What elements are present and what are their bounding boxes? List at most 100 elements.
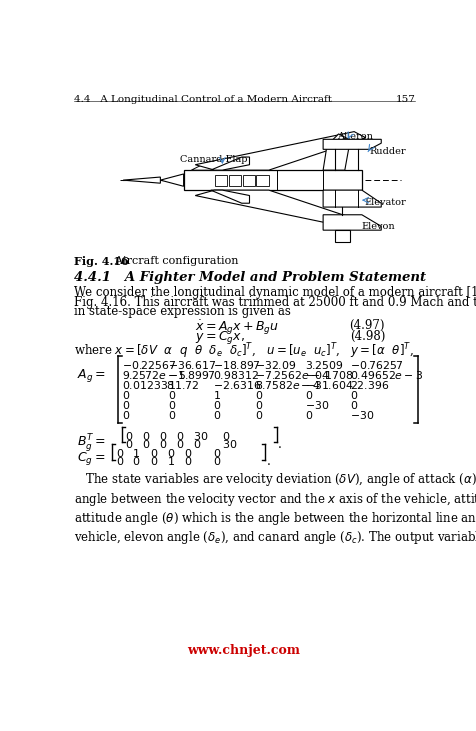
Text: 157: 157 [395,96,415,105]
Text: $0$: $0$ [125,430,134,442]
Text: $-32.09$: $-32.09$ [254,359,296,371]
Text: $y = C_g x,$: $y = C_g x,$ [195,330,245,346]
Text: $0$: $0$ [213,409,221,421]
Text: $9.2572e-5$: $9.2572e-5$ [121,368,186,381]
Polygon shape [123,177,160,183]
Text: $0$: $0$ [304,409,312,421]
Text: $0$: $0$ [192,438,201,450]
Text: $0$: $0$ [141,438,150,450]
Text: (4.98): (4.98) [349,330,384,343]
Text: .: . [278,438,281,451]
Text: $0.49652e-3$: $0.49652e-3$ [349,368,422,381]
Polygon shape [322,134,349,170]
Text: Aircraft configuration: Aircraft configuration [108,256,238,265]
Text: $0$: $0$ [222,430,230,442]
Text: $30$: $30$ [222,438,237,450]
Text: $-18.897$: $-18.897$ [213,359,260,371]
Text: $\dot{x} = A_g x + B_g u$: $\dot{x} = A_g x + B_g u$ [195,319,279,337]
Text: $0$: $0$ [159,430,167,442]
Text: Elevator: Elevator [364,198,405,207]
Text: where $x = [\delta V\ \ \alpha\ \ q\ \ \theta\ \ \delta_e\ \ \delta_c]^T$,   $u : where $x = [\delta V\ \ \alpha\ \ q\ \ \… [73,342,413,361]
Polygon shape [214,175,227,186]
Text: $-0.1708$: $-0.1708$ [304,368,352,381]
Text: $-30$: $-30$ [304,399,328,411]
Polygon shape [183,170,361,190]
Text: $0$: $0$ [213,447,221,458]
Text: Aileron: Aileron [337,132,372,140]
Text: $0$: $0$ [176,430,184,442]
Text: $0$: $0$ [116,447,124,458]
Text: $0$: $0$ [116,455,124,467]
Text: $0$: $0$ [149,447,158,458]
Text: $0$: $0$ [213,455,221,467]
Text: Cannard Flap: Cannard Flap [179,155,247,164]
Text: $0$: $0$ [168,409,176,421]
Polygon shape [334,230,349,242]
Text: $0$: $0$ [254,409,263,421]
Text: .: . [266,455,270,468]
Text: The state variables are velocity deviation ($\delta V$), angle of attack ($\alph: The state variables are velocity deviati… [73,471,476,546]
Text: $-1.8997$: $-1.8997$ [168,368,216,381]
Text: $0$: $0$ [304,389,312,401]
Text: 4.4.1   A Fighter Model and Problem Statement: 4.4.1 A Fighter Model and Problem Statem… [73,271,425,284]
Polygon shape [160,174,183,186]
Text: $0$: $0$ [121,409,129,421]
Text: $22.396$: $22.396$ [349,379,389,391]
Text: $-31.604$: $-31.604$ [304,379,352,391]
Text: $0$: $0$ [349,399,358,411]
Text: $0.012338$: $0.012338$ [121,379,174,391]
Text: $1$: $1$ [166,455,174,467]
Text: $0$: $0$ [254,389,263,401]
Text: $C_g =$: $C_g =$ [77,450,105,466]
Text: $0$: $0$ [125,438,134,450]
Text: $0$: $0$ [183,455,191,467]
Text: $0$: $0$ [121,389,129,401]
Text: $-7.2562e-4$: $-7.2562e-4$ [254,368,329,381]
Polygon shape [195,132,365,170]
Polygon shape [322,190,380,207]
Polygon shape [210,190,249,203]
Text: $-0.22567$: $-0.22567$ [121,359,176,371]
Text: $1$: $1$ [213,389,220,401]
Text: $0$: $0$ [183,447,191,458]
Text: $-36.617$: $-36.617$ [168,359,216,371]
Text: (4.97): (4.97) [349,319,384,332]
Text: $A_g =$: $A_g =$ [77,367,105,385]
Text: $1$: $1$ [132,447,140,458]
Text: $-2.6316$: $-2.6316$ [213,379,261,391]
Text: $-0.76257$: $-0.76257$ [349,359,403,371]
Text: $0$: $0$ [176,438,184,450]
Text: www.chnjet.com: www.chnjet.com [187,644,300,656]
Text: Elevon: Elevon [361,222,395,232]
Text: We consider the longitudinal dynamic model of a modern aircraft [15], shown in: We consider the longitudinal dynamic mod… [73,287,476,300]
Text: $0$: $0$ [149,455,158,467]
Text: $3.2509$: $3.2509$ [304,359,342,371]
Text: Rudder: Rudder [369,147,406,156]
Text: $0$: $0$ [168,399,176,411]
Text: $0$: $0$ [121,399,129,411]
Polygon shape [195,190,365,229]
Text: $0$: $0$ [168,389,176,401]
Text: $0$: $0$ [141,430,150,442]
Text: Fig. 4.16: Fig. 4.16 [73,256,128,267]
Polygon shape [228,175,240,186]
Polygon shape [191,162,238,170]
Text: $0$: $0$ [213,399,221,411]
Text: $11.72$: $11.72$ [168,379,199,391]
Text: 4.4   A Longitudinal Control of a Modern Aircraft: 4.4 A Longitudinal Control of a Modern A… [73,96,331,105]
Polygon shape [322,140,380,149]
Text: $0$: $0$ [166,447,175,458]
Text: $0.98312$: $0.98312$ [213,368,258,381]
Polygon shape [242,175,254,186]
Text: Fig. 4.16. This aircraft was trimmed at 25000 ft and 0.9 Mach and the linear mod: Fig. 4.16. This aircraft was trimmed at … [73,295,476,308]
Text: $0$: $0$ [132,455,140,467]
Text: $8.7582e-4$: $8.7582e-4$ [254,379,320,391]
Polygon shape [256,175,268,186]
Polygon shape [322,215,380,230]
Text: $-30$: $-30$ [349,409,374,421]
Text: $0$: $0$ [254,399,263,411]
Text: $0$: $0$ [159,438,167,450]
Text: $30$: $30$ [192,430,208,442]
Text: in state-space expression is given as: in state-space expression is given as [73,305,290,318]
Text: $B_g^T =$: $B_g^T =$ [77,432,105,454]
